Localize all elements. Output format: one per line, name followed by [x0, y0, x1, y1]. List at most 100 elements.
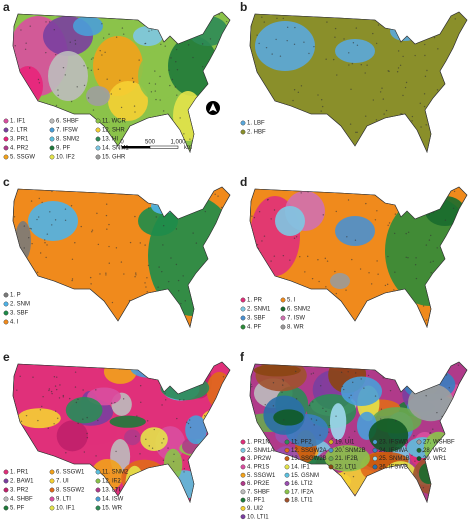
region	[86, 86, 110, 106]
site-dot	[295, 398, 298, 400]
legend-marker	[95, 154, 101, 160]
site-dot	[158, 266, 160, 268]
site-dot	[410, 28, 413, 30]
site-dot	[459, 243, 461, 245]
site-dot	[189, 426, 192, 429]
site-dot	[433, 36, 436, 39]
site-dot	[437, 192, 440, 194]
site-dot	[214, 65, 216, 68]
site-dot	[396, 27, 398, 29]
site-dot	[175, 228, 178, 230]
site-dot	[219, 122, 221, 124]
site-dot	[378, 190, 381, 192]
site-dot	[276, 143, 278, 145]
site-dot	[30, 200, 33, 202]
site-dot	[315, 139, 317, 141]
region	[108, 81, 148, 121]
site-dot	[72, 362, 74, 364]
site-dot	[31, 242, 33, 245]
site-dot	[24, 290, 26, 293]
site-dot	[77, 422, 79, 425]
legend-label: 9. UI2	[247, 506, 264, 512]
site-dot	[54, 410, 57, 412]
legend-label: 13. HI	[102, 137, 118, 143]
site-dot	[325, 410, 327, 413]
site-dot	[157, 118, 159, 121]
site-dot	[424, 43, 426, 46]
site-dot	[20, 420, 23, 422]
site-dot	[213, 88, 216, 90]
site-dot	[376, 260, 378, 262]
site-dot	[405, 81, 408, 84]
site-dot	[219, 421, 222, 424]
legend-label: 10. IF2	[56, 155, 75, 161]
site-dot	[139, 242, 141, 244]
site-dot	[398, 135, 400, 138]
site-dot	[37, 78, 40, 81]
site-dot	[45, 139, 47, 142]
site-dot	[382, 377, 384, 379]
site-dot	[437, 203, 439, 206]
site-dot	[106, 228, 108, 230]
site-dot	[139, 474, 142, 476]
legend-marker	[240, 505, 246, 511]
legend-label: 27. WSHBF	[423, 440, 455, 446]
legend-marker	[240, 297, 246, 303]
site-dot	[203, 484, 206, 487]
site-dot	[396, 71, 399, 73]
site-dot	[250, 233, 252, 235]
site-dot	[222, 376, 225, 378]
legend-label: 1. PR	[247, 298, 263, 304]
site-dot	[135, 274, 137, 276]
site-dot	[214, 193, 216, 195]
site-dot	[183, 471, 185, 473]
legend-label: 8. SSGW2	[56, 488, 85, 494]
site-dot	[295, 439, 298, 442]
map	[249, 361, 468, 503]
site-dot	[454, 86, 457, 89]
map	[249, 11, 468, 153]
panel-letter: b	[240, 0, 247, 14]
site-dot	[273, 255, 276, 257]
site-dot	[306, 255, 309, 258]
site-dot	[32, 376, 34, 378]
site-dot	[312, 466, 315, 469]
site-dot	[340, 371, 343, 374]
site-dot	[424, 75, 427, 78]
site-dot	[325, 484, 328, 486]
site-dot	[122, 33, 125, 35]
site-dot	[306, 470, 309, 472]
site-dot	[169, 133, 171, 135]
site-dot	[64, 74, 67, 76]
site-dot	[82, 418, 84, 420]
site-dot	[390, 364, 393, 366]
site-dot	[282, 17, 284, 20]
site-dot	[354, 239, 357, 241]
site-dot	[433, 206, 435, 209]
site-dot	[136, 415, 138, 417]
legend-marker	[240, 447, 246, 453]
site-dot	[437, 475, 439, 477]
legend-label: 8. WR	[287, 325, 304, 331]
site-dot	[227, 499, 229, 501]
site-dot	[108, 33, 110, 35]
site-dot	[58, 397, 61, 399]
region	[412, 457, 451, 495]
site-dot	[441, 272, 443, 274]
site-dot	[443, 17, 446, 20]
site-dot	[23, 225, 26, 227]
site-dot	[312, 372, 315, 374]
site-dot	[155, 216, 157, 218]
site-dot	[259, 96, 261, 98]
site-dot	[29, 490, 32, 492]
site-dot	[258, 211, 261, 213]
site-dot	[186, 421, 188, 423]
site-dot	[120, 106, 123, 109]
legend-label: 4. PF	[247, 325, 262, 331]
site-dot	[414, 371, 417, 374]
site-dot	[158, 303, 161, 305]
site-dot	[135, 272, 137, 274]
site-dot	[330, 487, 333, 490]
site-dot	[452, 321, 454, 324]
site-dot	[48, 21, 51, 23]
